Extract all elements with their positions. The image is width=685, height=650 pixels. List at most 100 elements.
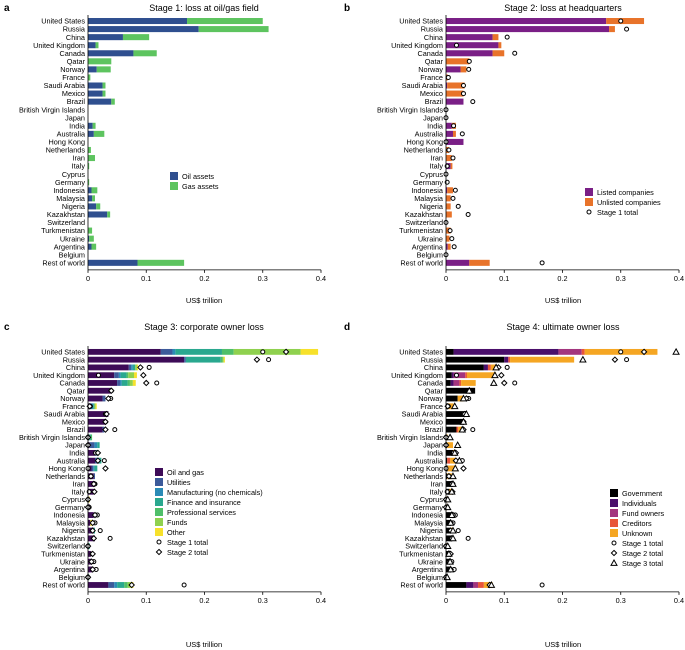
- marker-circle: [624, 26, 630, 32]
- bar-manufacturing: [118, 372, 121, 379]
- marker-diamond: [89, 550, 96, 558]
- marker-diamond: [89, 527, 96, 534]
- category-label: Indonesia: [53, 511, 86, 520]
- bar-unlisted: [446, 235, 450, 242]
- category-label: Japan: [65, 113, 85, 122]
- marker-diamond: [102, 465, 109, 472]
- legend-label: Government: [622, 489, 662, 498]
- category-label: Canada: [59, 379, 86, 388]
- bar-creditors: [487, 364, 491, 371]
- bar-oil_and_gas: [88, 418, 106, 425]
- x-tick-label: 0.4: [316, 596, 326, 605]
- category-label: Belgium: [417, 250, 443, 259]
- bar-creditors: [447, 457, 451, 464]
- bar-listed: [446, 34, 493, 41]
- marker-triangle: [447, 487, 456, 495]
- marker-circle: [539, 260, 545, 266]
- bar-oil_and_gas: [88, 395, 103, 402]
- category-label: China: [66, 363, 86, 372]
- x-tick-label: 0.2: [557, 596, 567, 605]
- x-tick-label: 0.4: [674, 274, 684, 283]
- bar-oil_and_gas: [88, 582, 109, 588]
- legend-swatch-other: [155, 528, 163, 536]
- marker-circle: [181, 582, 187, 588]
- marker-triangle: [462, 410, 471, 417]
- bar-oil: [88, 187, 92, 194]
- category-label: Qatar: [425, 386, 444, 395]
- bar-gas: [88, 58, 112, 65]
- category-label: Canada: [417, 379, 444, 388]
- marker-circle: [446, 147, 452, 153]
- bar-oil: [88, 203, 97, 210]
- x-tick-label: 0.2: [199, 274, 209, 283]
- bar-gas: [111, 98, 115, 105]
- bar-unknown: [457, 395, 464, 402]
- category-label: Qatar: [67, 386, 86, 395]
- legend-label: Other: [167, 528, 186, 537]
- legend-swatch-creditors: [610, 519, 618, 527]
- bar-creditors: [456, 426, 459, 433]
- bar-unlisted: [460, 66, 467, 73]
- x-tick-label: 0.2: [557, 274, 567, 283]
- marker-circle: [451, 244, 457, 250]
- bar-finance: [97, 442, 100, 449]
- marker-diamond: [500, 379, 508, 387]
- category-label: Italy: [430, 162, 444, 171]
- category-label: India: [69, 121, 86, 130]
- marker-diamond: [91, 511, 99, 519]
- legend-label: Oil assets: [182, 172, 214, 181]
- legend-swatch-unlisted: [585, 198, 593, 206]
- bar-unlisted: [606, 18, 645, 25]
- category-label: Belgium: [59, 250, 85, 259]
- marker-circle: [512, 380, 518, 386]
- marker-circle: [512, 50, 518, 56]
- legend-label: Stage 1 total: [622, 539, 663, 548]
- category-label: Switzerland: [47, 542, 85, 551]
- category-label: Indonesia: [411, 511, 444, 520]
- marker-triangle: [446, 557, 454, 565]
- category-label: Japan: [423, 113, 443, 122]
- marker-diamond: [137, 364, 144, 371]
- category-label: Hong Kong: [406, 464, 443, 473]
- marker-circle: [470, 427, 476, 433]
- bar-oil_and_gas: [88, 426, 103, 433]
- legend-label: Finance and insurance: [167, 498, 241, 507]
- marker-diamond: [445, 472, 453, 480]
- bar-gas: [88, 146, 91, 154]
- marker-circle: [97, 528, 103, 534]
- category-label: France: [62, 402, 85, 411]
- category-label: Brazil: [425, 97, 444, 106]
- category-label: Norway: [60, 65, 85, 74]
- bar-gas: [91, 243, 97, 250]
- bar-unlisted: [609, 26, 615, 33]
- category-label: Norway: [418, 65, 443, 74]
- bar-government: [446, 457, 448, 464]
- bar-fund_owners: [453, 372, 466, 379]
- category-label: Saudi Arabia: [402, 81, 444, 90]
- legend-swatch-individuals: [610, 499, 618, 507]
- bar-gas: [92, 195, 95, 202]
- bar-unlisted: [446, 211, 452, 218]
- bar-listed: [446, 82, 448, 89]
- category-label: Turkmenistan: [399, 550, 443, 559]
- category-label: Netherlands: [404, 472, 444, 481]
- category-label: Ukraine: [60, 234, 85, 243]
- category-label: United States: [399, 17, 443, 26]
- x-tick-label: 0.4: [316, 274, 326, 283]
- category-label: Kazakhstan: [47, 210, 85, 219]
- bar-oil_and_gas: [88, 380, 118, 386]
- bar-oil_and_gas: [88, 356, 185, 363]
- x-tick-label: 0.1: [499, 274, 509, 283]
- category-label: Japan: [65, 441, 85, 450]
- bar-creditors: [478, 582, 484, 588]
- bar-creditors: [508, 356, 511, 363]
- category-label: Norway: [418, 394, 443, 403]
- x-tick-label: 0.3: [258, 274, 268, 283]
- bar-manufacturing: [94, 442, 98, 449]
- bar-government: [446, 411, 467, 417]
- bar-unlisted: [492, 34, 499, 41]
- category-label: Germany: [413, 178, 443, 187]
- legend-label: Stage 1 total: [597, 208, 638, 217]
